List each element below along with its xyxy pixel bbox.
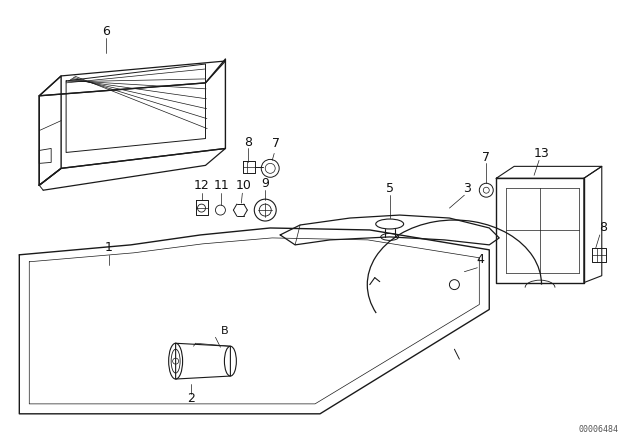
- Text: 9: 9: [261, 177, 269, 190]
- Text: 3: 3: [463, 182, 471, 195]
- Text: 11: 11: [214, 179, 229, 192]
- Text: 2: 2: [187, 392, 195, 405]
- Text: 1: 1: [105, 241, 113, 254]
- Text: 12: 12: [194, 179, 209, 192]
- Text: 8: 8: [244, 136, 252, 149]
- Text: 10: 10: [236, 179, 252, 192]
- Text: 6: 6: [102, 25, 110, 38]
- Text: 13: 13: [534, 147, 550, 160]
- Text: 7: 7: [483, 151, 490, 164]
- Text: 4: 4: [476, 253, 484, 266]
- Text: 7: 7: [272, 137, 280, 150]
- Text: B: B: [221, 326, 228, 336]
- Text: 00006484: 00006484: [579, 425, 619, 434]
- Text: 8: 8: [599, 221, 607, 234]
- Text: 5: 5: [386, 182, 394, 195]
